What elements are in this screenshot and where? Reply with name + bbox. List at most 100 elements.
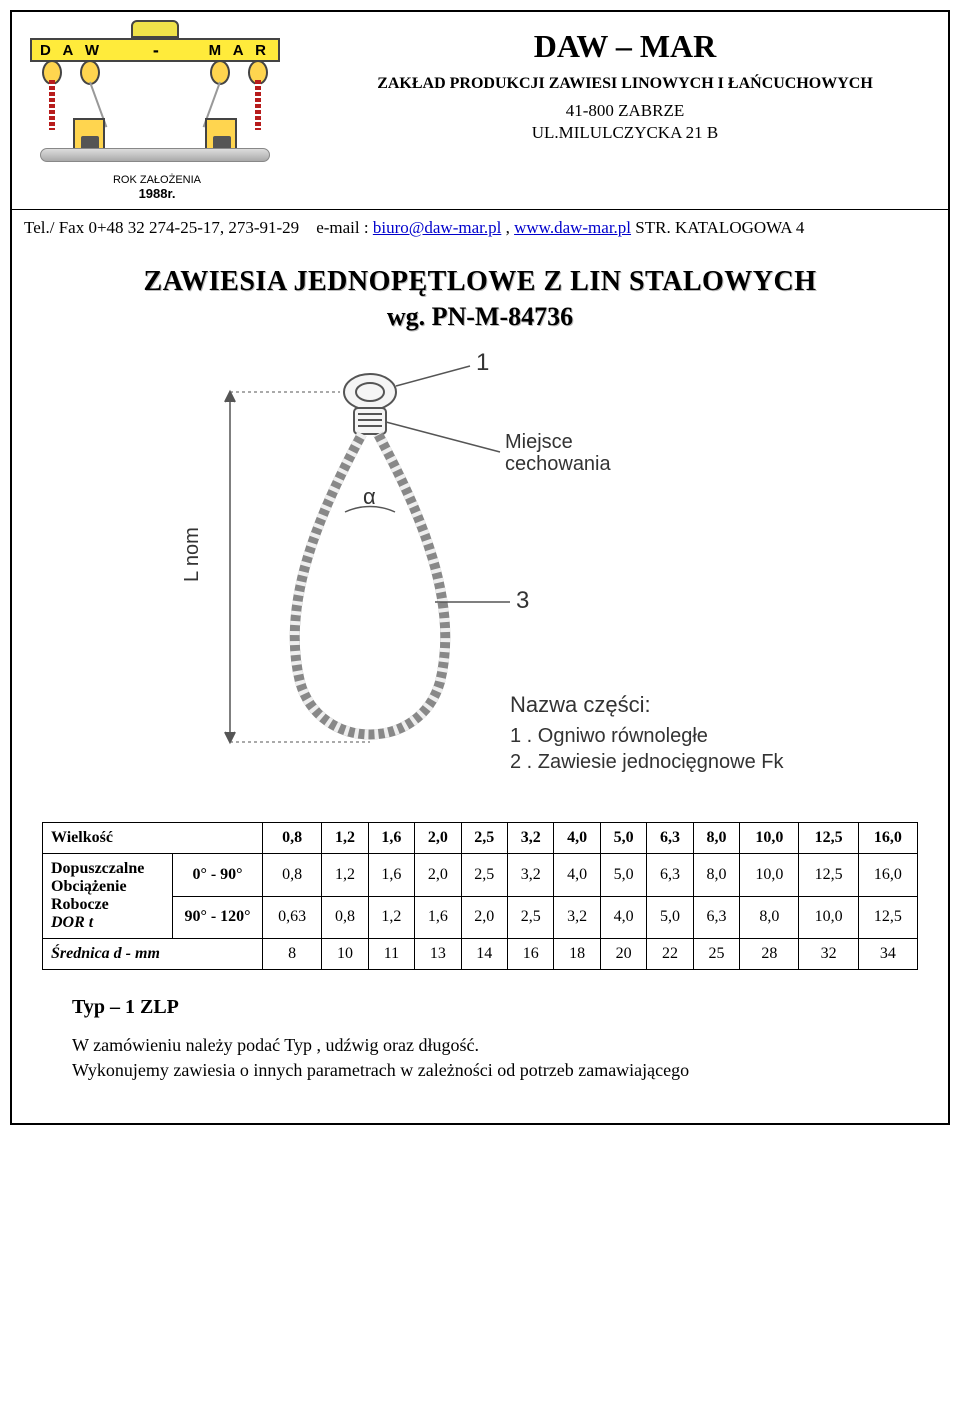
callout-3: 3	[516, 587, 529, 614]
cell: 18	[554, 939, 600, 970]
size-col: 6,3	[647, 823, 693, 854]
logo-chain-icon	[49, 80, 55, 130]
cell: 11	[368, 939, 414, 970]
cell: 2,0	[461, 896, 507, 939]
founded-text: ROK ZAŁOŻENIA 1988r.	[20, 174, 294, 201]
cell: 10,0	[740, 854, 799, 897]
table-row-header: Wielkość 0,8 1,2 1,6 2,0 2,5 3,2 4,0 5,0…	[43, 823, 918, 854]
cell: 5,0	[600, 854, 646, 897]
table-row-angle1: Dopuszczalne Obciążenie Robocze DOR t 0°…	[43, 854, 918, 897]
technical-diagram: 1 Miejsce cechowania L nom α 3 Nazwa czę…	[42, 352, 918, 792]
size-col: 16,0	[858, 823, 917, 854]
cell: 28	[740, 939, 799, 970]
size-col: 10,0	[740, 823, 799, 854]
sling-diagram-svg: 1 Miejsce cechowania L nom α 3 Nazwa czę…	[170, 352, 790, 792]
email-label: e-mail :	[316, 218, 368, 237]
callout-1: 1	[476, 352, 489, 376]
content-area: ZAWIESIA JEDNOPĘTLOWE Z LIN STALOWYCH wg…	[12, 246, 948, 1123]
cell: 8	[263, 939, 322, 970]
size-col: 1,2	[322, 823, 368, 854]
company-street: UL.MILULCZYCKA 21 B	[308, 123, 942, 143]
cell: 1,2	[368, 896, 414, 939]
size-col: 4,0	[554, 823, 600, 854]
order-notes: W zamówieniu należy podać Typ , udźwig o…	[72, 1033, 918, 1083]
col-label-size: Wielkość	[43, 823, 263, 854]
company-name: DAW – MAR	[308, 28, 942, 65]
cell: 14	[461, 939, 507, 970]
cell: 10,0	[799, 896, 858, 939]
email-link[interactable]: biuro@daw-mar.pl	[373, 218, 502, 237]
cell: 16	[508, 939, 554, 970]
separator: ,	[501, 218, 514, 237]
cell: 4,0	[600, 896, 646, 939]
data-table: Wielkość 0,8 1,2 1,6 2,0 2,5 3,2 4,0 5,0…	[42, 822, 918, 970]
cell: 22	[647, 939, 693, 970]
diameter-label: Średnica d - mm	[43, 939, 263, 970]
cell: 13	[415, 939, 461, 970]
logo-text-right: M A R	[209, 42, 270, 59]
cell: 2,5	[461, 854, 507, 897]
note-2: Wykonujemy zawiesia o innych parametrach…	[72, 1058, 918, 1083]
size-col: 3,2	[508, 823, 554, 854]
cell: 34	[858, 939, 917, 970]
dor-l1: Dopuszczalne	[51, 860, 144, 877]
logo-chain-icon	[255, 80, 261, 130]
logo-hanger	[131, 20, 179, 38]
dor-l4: DOR t	[51, 914, 93, 931]
cell: 20	[600, 939, 646, 970]
page-frame: D A W - M A R ROK ZAŁOŻENIA 1988r.	[10, 10, 950, 1125]
size-col: 5,0	[600, 823, 646, 854]
marking-label-line2: cechowania	[505, 453, 612, 475]
cell: 3,2	[554, 896, 600, 939]
size-col: 0,8	[263, 823, 322, 854]
cell: 0,63	[263, 896, 322, 939]
cell: 8,0	[693, 854, 739, 897]
logo-cell: D A W - M A R ROK ZAŁOŻENIA 1988r.	[12, 12, 302, 209]
cell: 10	[322, 939, 368, 970]
dor-l2: Obciążenie	[51, 878, 127, 895]
angle1-label: 0° - 90°	[173, 854, 263, 897]
cell: 12,5	[858, 896, 917, 939]
cell: 6,3	[647, 854, 693, 897]
part-1: 1 . Ogniwo równoległe	[510, 725, 708, 747]
dor-l3: Robocze	[51, 896, 109, 913]
cell: 8,0	[740, 896, 799, 939]
logo-text-center: -	[153, 40, 159, 61]
size-col: 1,6	[368, 823, 414, 854]
document-subtitle: wg. PN-M-84736	[42, 302, 918, 332]
note-1: W zamówieniu należy podać Typ , udźwig o…	[72, 1033, 918, 1058]
cell: 16,0	[858, 854, 917, 897]
contact-row: Tel./ Fax 0+48 32 274-25-17, 273-91-29 e…	[12, 210, 948, 246]
company-subtitle: ZAKŁAD PRODUKCJI ZAWIESI LINOWYCH I ŁAŃC…	[308, 75, 942, 93]
company-logo: D A W - M A R	[20, 20, 290, 170]
cell: 2,0	[415, 854, 461, 897]
logo-slab-icon	[40, 148, 270, 162]
parts-title: Nazwa części:	[510, 692, 651, 717]
logo-text-left: D A W	[40, 42, 103, 59]
dor-label-cell: Dopuszczalne Obciążenie Robocze DOR t	[43, 854, 173, 939]
cell: 25	[693, 939, 739, 970]
company-info: DAW – MAR ZAKŁAD PRODUKCJI ZAWIESI LINOW…	[302, 12, 948, 209]
cell: 12,5	[799, 854, 858, 897]
table-row-diameter: Średnica d - mm 8 10 11 13 14 16 18 20 2…	[43, 939, 918, 970]
founded-label: ROK ZAŁOŻENIA	[113, 174, 201, 186]
cell: 3,2	[508, 854, 554, 897]
catalog-page: STR. KATALOGOWA 4	[631, 218, 804, 237]
lnom-label: L nom	[181, 527, 203, 582]
tel-number: 0+48 32 274-25-17, 273-91-29	[88, 218, 299, 237]
cell: 1,6	[368, 854, 414, 897]
cell: 5,0	[647, 896, 693, 939]
part-2: 2 . Zawiesie jednocięgnowe Fk	[510, 751, 784, 773]
size-col: 2,0	[415, 823, 461, 854]
founded-year: 1988r.	[139, 186, 176, 201]
cell: 1,2	[322, 854, 368, 897]
size-col: 2,5	[461, 823, 507, 854]
size-col: 8,0	[693, 823, 739, 854]
size-col: 12,5	[799, 823, 858, 854]
type-label: Typ – 1 ZLP	[72, 996, 918, 1019]
marking-label-line1: Miejsce	[505, 431, 573, 453]
cell: 1,6	[415, 896, 461, 939]
web-link[interactable]: www.daw-mar.pl	[514, 218, 631, 237]
cell: 6,3	[693, 896, 739, 939]
cell: 4,0	[554, 854, 600, 897]
